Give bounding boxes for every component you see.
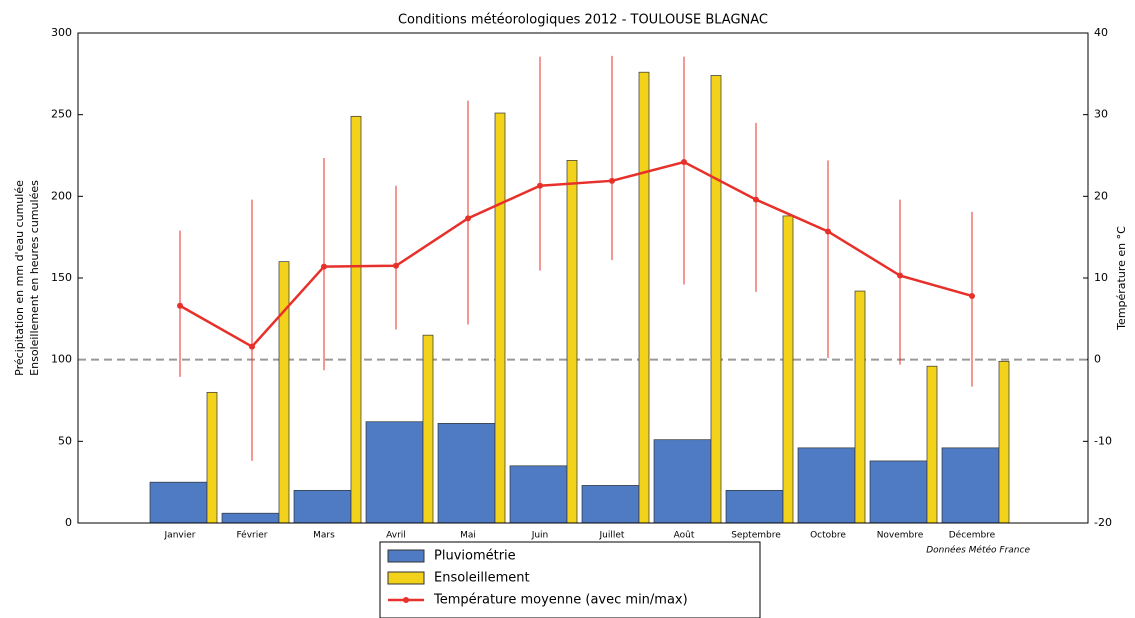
bar [206, 391, 218, 524]
bar [653, 439, 712, 524]
annotation: Données Météo France [926, 545, 1030, 556]
bar [293, 489, 352, 524]
x-tick-label: Août [674, 531, 695, 541]
bar [437, 423, 496, 524]
line [179, 160, 973, 349]
y-tick-label: 100 [51, 353, 72, 366]
y-tick-label: 150 [51, 271, 72, 284]
marker [393, 262, 399, 269]
legend-swatch [387, 549, 425, 563]
bar [422, 334, 434, 524]
x-tick-label: Novembre [877, 531, 924, 541]
marker [465, 215, 471, 222]
y-tick-label: 250 [51, 108, 72, 121]
bar [869, 460, 928, 524]
bar [278, 261, 290, 524]
y-axis-label: Ensoleillement en heures cumulées [28, 180, 41, 376]
bar [854, 290, 866, 524]
bar [638, 71, 650, 524]
bar [782, 215, 794, 524]
y-tick-label: 50 [58, 434, 72, 447]
bar [509, 465, 568, 524]
x-tick-label: Décembre [949, 530, 996, 541]
y-tick-label: 200 [51, 189, 72, 202]
y2-tick-label: 20 [1094, 189, 1108, 202]
y2-tick-label: 40 [1094, 26, 1108, 39]
bar [797, 447, 856, 524]
bar [725, 489, 784, 524]
y2-tick-label: 30 [1094, 108, 1108, 121]
bar [149, 481, 208, 524]
marker [897, 272, 903, 279]
legend-swatch [387, 571, 425, 585]
legend-label: Pluviométrie [434, 549, 516, 564]
y2-tick-label: -10 [1094, 434, 1112, 447]
bar [998, 360, 1010, 524]
bar [566, 160, 578, 524]
marker [825, 228, 831, 235]
y-tick-label: 0 [65, 516, 72, 529]
x-tick-label: Mars [313, 531, 335, 541]
y2-tick-label: 0 [1094, 353, 1101, 366]
bar [221, 512, 280, 524]
bar [350, 115, 362, 524]
y2-tick-label: 10 [1094, 271, 1108, 284]
marker [609, 177, 615, 184]
bar [494, 112, 506, 524]
marker [177, 302, 183, 309]
chart-title: Conditions météorologiques 2012 - TOULOU… [398, 13, 768, 28]
plot-frame [77, 32, 1089, 524]
y2-tick-label: -20 [1094, 516, 1112, 529]
marker [969, 292, 975, 299]
x-tick-label: Septembre [731, 531, 781, 541]
bar [941, 447, 1000, 524]
x-tick-label: Mai [460, 531, 476, 541]
bar [581, 485, 640, 524]
x-tick-label: Octobre [810, 531, 846, 541]
marker [249, 343, 255, 350]
marker [753, 196, 759, 203]
bar [926, 365, 938, 524]
y2-axis-label: Température en °C [1115, 226, 1128, 331]
bar [365, 421, 424, 524]
x-tick-label: Juillet [599, 531, 625, 541]
legend-label: Température moyenne (avec min/max) [433, 593, 688, 608]
legend-swatch [403, 597, 409, 603]
x-tick-label: Février [237, 530, 268, 541]
marker [321, 263, 327, 270]
marker [537, 182, 543, 189]
y-tick-label: 300 [51, 26, 72, 39]
y-axis-label: Précipitation en mm d'eau cumulée [13, 180, 26, 376]
legend-box [379, 541, 761, 618]
x-tick-label: Juin [531, 531, 549, 541]
bar [710, 75, 722, 524]
marker [681, 159, 687, 166]
x-tick-label: Janvier [164, 531, 196, 541]
legend-label: Ensoleillement [434, 571, 530, 586]
x-tick-label: Avril [386, 531, 406, 541]
